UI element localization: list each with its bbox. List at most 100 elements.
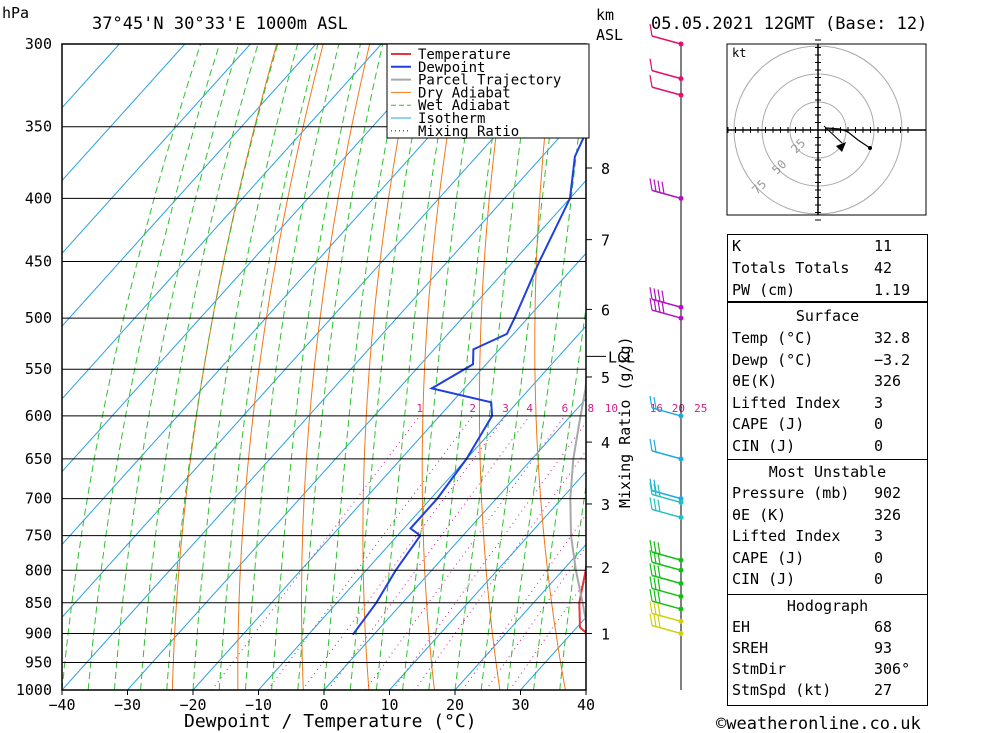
- asl-label: ASL: [596, 26, 623, 44]
- isotherm-line: [62, 107, 586, 690]
- stmspd-label: StmSpd (kt): [732, 681, 832, 699]
- hodograph-storm-marker: [836, 142, 846, 152]
- surface-title: Surface: [795, 307, 860, 325]
- wet-adiabat-line: [375, 44, 455, 690]
- temperature-tick-label: 20: [446, 696, 464, 714]
- hodograph-trace: [825, 127, 871, 149]
- pressure-tick-label: 450: [25, 253, 52, 271]
- surface-cin-value: 0: [874, 437, 884, 455]
- hodograph-unit-label: kt: [732, 46, 746, 60]
- stmspd-value: 27: [874, 681, 893, 699]
- dry-adiabat-line: [973, 44, 1000, 690]
- wind-barb: [649, 395, 682, 417]
- mu-pressure-label: Pressure (mb): [732, 484, 850, 502]
- isotherm-line: [62, 44, 251, 255]
- wind-barb: [649, 540, 682, 561]
- sreh-value: 93: [874, 639, 893, 657]
- surface-cape-label: CAPE (J): [732, 415, 805, 433]
- temperature-tick-label: 0: [319, 696, 328, 714]
- k-index-label: K: [732, 237, 742, 255]
- pressure-tick-label: 850: [25, 594, 52, 612]
- mixing-ratio-tick-label: 3: [502, 402, 509, 415]
- wind-level-dot: [678, 413, 684, 419]
- temperature-tick-label: 10: [380, 696, 398, 714]
- pressure-tick-label: 700: [25, 490, 52, 508]
- most-unstable-title: Most Unstable: [768, 463, 887, 481]
- mixing-ratio-line: [302, 415, 506, 690]
- wet-adiabat-line: [113, 44, 240, 690]
- mixing-ratio-line: [462, 513, 586, 690]
- km-tick-label: 3: [601, 496, 610, 514]
- hodograph-params-title: Hodograph: [786, 597, 869, 615]
- wind-barb: [649, 588, 682, 610]
- wind-barb: [649, 576, 682, 598]
- mixing-ratio-axis-label: Mixing Ratio (g/kg): [616, 336, 634, 508]
- temperature-tick-label: −10: [245, 696, 272, 714]
- dry-adiabat-line: [421, 44, 463, 690]
- temperature-tick-label: −30: [114, 696, 141, 714]
- km-tick-label: 6: [601, 301, 610, 319]
- datetime-title: 05.05.2021 12GMT (Base: 12): [651, 14, 927, 34]
- totals-totals-value: 42: [874, 259, 893, 277]
- wind-level-dot: [678, 618, 684, 624]
- mixing-ratio-tick-label: 10: [605, 402, 618, 415]
- isotherm-line: [389, 470, 586, 690]
- wind-level-dot: [678, 315, 684, 321]
- temperature-tick-label: 30: [511, 696, 529, 714]
- wind-level-dot: [678, 195, 684, 201]
- isotherm-line: [62, 44, 513, 546]
- wind-barb: [649, 23, 682, 45]
- isotherm-line: [62, 44, 120, 109]
- mixing-ratio-line: [392, 421, 586, 690]
- wind-barb: [649, 438, 682, 460]
- wind-barb: [649, 482, 682, 504]
- surface-cin-label: CIN (J): [732, 437, 796, 455]
- dry-adiabat-line: [171, 44, 278, 690]
- wind-level-dot: [678, 92, 684, 98]
- mixing-ratio-line: [327, 415, 531, 690]
- wind-level-dot: [678, 514, 684, 520]
- mu-li-label: Lifted Index: [732, 527, 841, 545]
- isotherm-line: [62, 44, 382, 400]
- wind-level-dot: [678, 499, 684, 505]
- wet-adiabat-line: [533, 304, 586, 690]
- wind-barb: [649, 497, 682, 519]
- isotherm-line: [127, 179, 586, 690]
- surface-dewp-label: Dewp (°C): [732, 351, 814, 369]
- wind-profile: [649, 23, 684, 690]
- indices-table: K 11 Totals Totals 42 PW (cm) 1.19: [727, 234, 928, 302]
- wind-barb: [649, 613, 682, 635]
- mixing-ratio-line: [485, 546, 586, 690]
- isotherm-line: [62, 44, 186, 182]
- mu-pressure-value: 902: [874, 484, 902, 502]
- mixing-ratio-tick-label: 1: [416, 402, 423, 415]
- mu-cape-value: 0: [874, 549, 884, 567]
- km-tick-label: 4: [601, 434, 610, 452]
- legend-entry: Dry Adiabat: [418, 85, 511, 101]
- pressure-tick-label: 550: [25, 360, 52, 378]
- hodograph-storm-vector: [823, 125, 843, 144]
- wind-level-dot: [678, 593, 684, 599]
- mu-cape-label: CAPE (J): [732, 549, 805, 567]
- mixing-ratio-labels: 1 2 3 4 6 8 10 16 20 25: [416, 402, 707, 415]
- wind-level-dot: [678, 41, 684, 47]
- surface-li-label: Lifted Index: [732, 394, 841, 412]
- stmdir-value: 306°: [874, 660, 911, 678]
- isotherm-line: [258, 325, 586, 690]
- pressure-tick-label: 650: [25, 450, 52, 468]
- plot-frame: [61, 43, 587, 691]
- wet-adiabat-line: [140, 44, 259, 690]
- wind-level-dot: [678, 456, 684, 462]
- mu-theta-value: 326: [874, 506, 902, 524]
- wind-level-dot: [678, 76, 684, 82]
- isotherm-line: [62, 44, 579, 618]
- pressure-tick-label: 950: [25, 653, 52, 671]
- wet-adiabat-line: [559, 483, 586, 690]
- mixing-ratio-line: [364, 415, 566, 690]
- mixing-ratio-line: [267, 415, 474, 690]
- dry-adiabat-line: [534, 44, 566, 690]
- pressure-tick-label: 500: [25, 309, 52, 327]
- axes: 3003504004505005506006507007508008509009…: [16, 35, 635, 714]
